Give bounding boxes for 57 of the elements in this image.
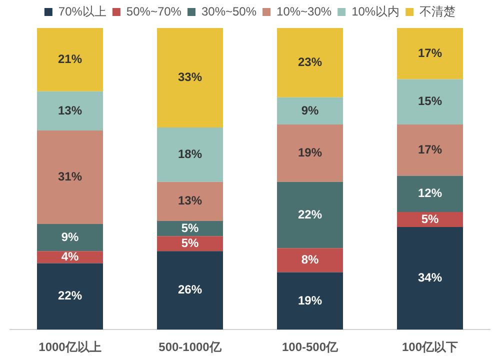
data-label: 22% [298, 207, 322, 222]
data-label: 5% [181, 236, 199, 250]
bar [37, 91, 103, 131]
legend-label: 30%~50% [201, 4, 257, 18]
bar [157, 236, 223, 252]
data-label: 17% [418, 142, 442, 156]
data-label: 17% [418, 46, 442, 60]
data-label: 26% [178, 282, 202, 297]
bar [157, 128, 223, 182]
x-tick-label: 100-500亿 [282, 340, 340, 354]
data-label: 5% [421, 212, 439, 226]
bar [397, 28, 463, 80]
data-label: 4% [61, 250, 79, 264]
bar [157, 182, 223, 222]
bar [397, 176, 463, 212]
bar [397, 124, 463, 176]
x-tick-label: 1000亿以上 [38, 340, 102, 354]
bar [277, 28, 343, 98]
data-label: 9% [61, 230, 79, 244]
bar [277, 272, 343, 330]
bar [277, 248, 343, 272]
bar [277, 182, 343, 248]
bar [37, 263, 103, 330]
data-label: 22% [58, 288, 82, 303]
data-label: 12% [418, 186, 442, 200]
data-label: 5% [181, 220, 199, 235]
bar [37, 28, 103, 92]
data-label: 19% [298, 293, 322, 308]
bar [157, 221, 223, 236]
data-label: 21% [58, 52, 82, 66]
bar [277, 124, 343, 182]
data-label: 18% [178, 146, 202, 161]
bar [397, 212, 463, 228]
legend-label: 10%以内 [352, 4, 400, 18]
legend-label: 10%~30% [276, 4, 332, 18]
data-label: 13% [178, 194, 202, 208]
legend-label: 50%~70% [126, 4, 182, 18]
bar [157, 251, 223, 330]
bar [157, 28, 223, 128]
bar [397, 79, 463, 125]
data-label: 31% [58, 170, 82, 184]
data-label: 15% [418, 94, 442, 108]
data-label: 34% [418, 270, 442, 285]
x-tick-label: 500-1000亿 [158, 340, 222, 354]
data-label: 8% [301, 252, 319, 267]
bar [37, 224, 103, 252]
data-label: 23% [298, 54, 322, 69]
bar [277, 97, 343, 125]
bar [37, 130, 103, 224]
data-label: 9% [301, 103, 319, 118]
bar [397, 227, 463, 330]
data-label: 33% [178, 70, 202, 84]
data-label: 13% [58, 103, 82, 118]
legend-label: 不清楚 [420, 4, 456, 18]
x-tick-label: 100亿以下 [402, 340, 458, 354]
data-label: 19% [298, 145, 322, 160]
legend-label: 70%以上 [58, 4, 106, 18]
